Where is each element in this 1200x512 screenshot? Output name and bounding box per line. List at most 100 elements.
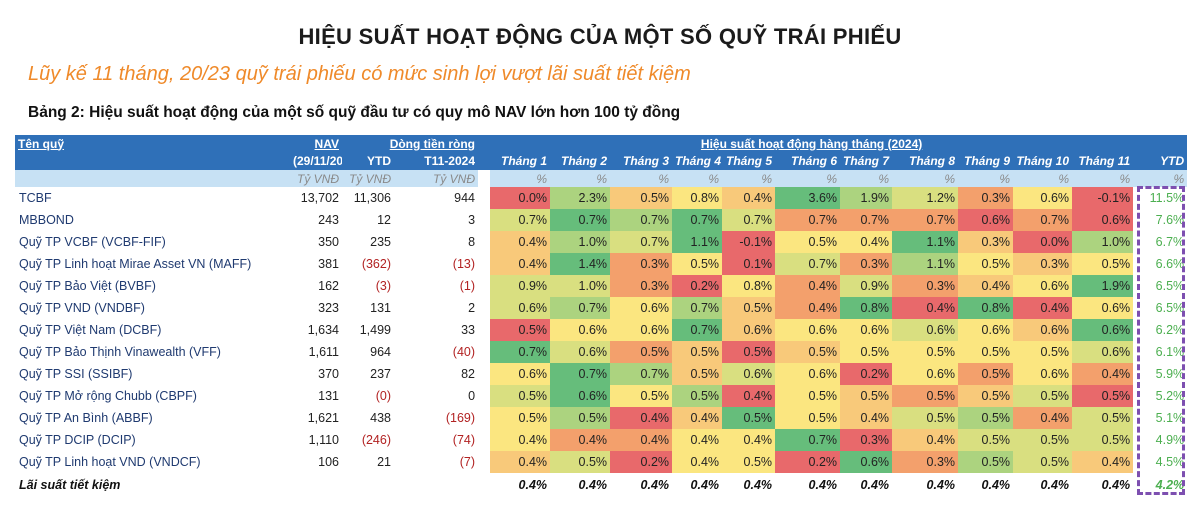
monthly-return-cell: -0.1% (722, 231, 776, 253)
fund-name: MBBOND (19, 213, 74, 227)
header-month: Tháng 8 (892, 152, 959, 170)
savings-month-rate: 0.4% (926, 478, 956, 492)
monthly-return-cell: 0.5% (892, 341, 959, 363)
net-flow-t11: 2 (468, 301, 476, 315)
header-net-flow: Dòng tiền ròng (389, 136, 476, 151)
monthly-return-cell: 1.2% (892, 187, 959, 209)
spacer (478, 231, 490, 253)
net-flow-t11: (13) (452, 257, 476, 271)
table-row: Quỹ TP Linh hoạt VND (VNDCF) 106 21 (7) 0.4%… (15, 451, 1187, 473)
table-title: Bảng 2: Hiệu suất hoạt động của một số q… (28, 104, 681, 121)
net-flow-ytd: (246) (361, 433, 391, 447)
monthly-return-cell: 0.5% (490, 407, 551, 429)
monthly-return-cell: 1.0% (550, 275, 611, 297)
monthly-return-cell: 0.3% (610, 275, 673, 297)
table-row: Quỹ TP Bảo Việt (BVBF) 162 (3) (1) 0.9% 1.0% 0… (15, 275, 1187, 297)
net-flow-ytd: 1,499 (359, 323, 391, 337)
net-flow-ytd: 12 (377, 213, 391, 227)
savings-month-rate: 0.4% (1040, 478, 1070, 492)
unit-pct: % (550, 170, 611, 187)
monthly-return-cell: 0.4% (672, 451, 723, 473)
fund-name: Quỹ TP SSI (SSIBF) (19, 367, 133, 381)
header-nav-date: (29/11/2024) (290, 152, 342, 170)
monthly-return-cell: 0.4% (775, 275, 841, 297)
spacer (478, 297, 490, 319)
monthly-return-cell: 0.5% (775, 407, 841, 429)
monthly-return-cell: 0.6% (1013, 363, 1073, 385)
header-month: Tháng 9 (958, 152, 1014, 170)
monthly-return-cell: 0.6% (1072, 209, 1134, 231)
monthly-return-cell: 0.4% (490, 429, 551, 451)
ytd-return: 7.6% (1155, 213, 1185, 227)
monthly-return-cell: 0.5% (1072, 385, 1134, 407)
fund-name: Quỹ TP DCIP (DCIP) (19, 433, 136, 447)
monthly-return-cell: 2.3% (550, 187, 611, 209)
monthly-return-cell: 0.5% (610, 385, 673, 407)
monthly-return-cell: 0.8% (958, 297, 1014, 319)
monthly-return-cell: 0.3% (892, 451, 959, 473)
monthly-return-cell: 1.9% (840, 187, 893, 209)
net-flow-t11: (74) (452, 433, 476, 447)
table-row: Quỹ TP Bảo Thịnh Vinawealth (VFF) 1,611 96… (15, 341, 1187, 363)
monthly-return-cell: 0.3% (958, 231, 1014, 253)
table-row: Quỹ TP SSI (SSIBF) 370 237 82 0.6% 0.7% 0.7% 0.… (15, 363, 1187, 385)
fund-name: Quỹ TP Bảo Thịnh Vinawealth (VFF) (19, 345, 221, 359)
savings-month-rate: 0.4% (518, 478, 548, 492)
monthly-return-cell: 0.6% (1072, 319, 1134, 341)
monthly-return-cell: 0.4% (1072, 451, 1134, 473)
unit-pct: % (490, 170, 551, 187)
net-flow-ytd: (0) (375, 389, 391, 403)
monthly-return-cell: 0.6% (722, 363, 776, 385)
header-nav: NAV (314, 136, 339, 151)
monthly-return-cell: 0.6% (610, 319, 673, 341)
net-flow-ytd: 237 (370, 367, 391, 381)
monthly-return-cell: 0.4% (1013, 297, 1073, 319)
monthly-return-cell: 0.4% (840, 407, 893, 429)
monthly-return-cell: 0.4% (550, 429, 611, 451)
net-flow-t11: 0 (468, 389, 476, 403)
fund-name: Quỹ TP VCBF (VCBF-FIF) (19, 235, 166, 249)
monthly-return-cell: 0.6% (1013, 319, 1073, 341)
spacer (478, 363, 490, 385)
monthly-return-cell: 0.5% (1013, 451, 1073, 473)
fund-name: Quỹ TP An Bình (ABBF) (19, 411, 153, 425)
monthly-return-cell: 0.5% (775, 341, 841, 363)
net-flow-ytd: 235 (370, 235, 391, 249)
monthly-return-cell: 0.6% (775, 363, 841, 385)
monthly-return-cell: 0.5% (1072, 407, 1134, 429)
monthly-return-cell: 0.6% (1072, 297, 1134, 319)
spacer (478, 407, 490, 429)
spacer (478, 319, 490, 341)
monthly-return-cell: 0.5% (722, 407, 776, 429)
monthly-return-cell: 0.9% (490, 275, 551, 297)
unit-pct: % (1072, 170, 1134, 187)
table-row: Quỹ TP VND (VNDBF) 323 131 2 0.6% 0.7% 0.6% 0.7… (15, 297, 1187, 319)
monthly-return-cell: 0.4% (672, 407, 723, 429)
monthly-return-cell: 0.3% (840, 253, 893, 275)
monthly-return-cell: 0.7% (610, 363, 673, 385)
ytd-return: 5.9% (1155, 367, 1185, 381)
monthly-return-cell: 0.1% (722, 253, 776, 275)
monthly-return-cell: 0.4% (490, 231, 551, 253)
monthly-return-cell: 0.9% (840, 275, 893, 297)
nav-value: 131 (318, 389, 339, 403)
monthly-return-cell: 0.7% (672, 319, 723, 341)
ytd-return: 5.1% (1155, 411, 1185, 425)
net-flow-ytd: 21 (377, 455, 391, 469)
nav-value: 13,702 (300, 191, 339, 205)
unit-nav: Tỷ VNĐ (290, 170, 342, 187)
header-flow-t11: T11-2024 (394, 152, 479, 170)
fund-name: Quỹ TP VND (VNDBF) (19, 301, 145, 315)
monthly-return-cell: 0.4% (840, 231, 893, 253)
fund-performance-table: Tên quỹ NAV Dòng tiền ròng Hiệu suất hoạ… (15, 135, 1188, 497)
monthly-return-cell: 0.5% (958, 363, 1014, 385)
monthly-return-cell: 0.5% (775, 231, 841, 253)
ytd-return: 6.5% (1155, 279, 1185, 293)
monthly-return-cell: 0.0% (1013, 231, 1073, 253)
monthly-return-cell: 0.5% (672, 385, 723, 407)
monthly-return-cell: -0.1% (1072, 187, 1134, 209)
net-flow-t11: (40) (452, 345, 476, 359)
empty-cell (342, 473, 394, 497)
monthly-return-cell: 0.7% (550, 363, 611, 385)
monthly-return-cell: 0.2% (775, 451, 841, 473)
